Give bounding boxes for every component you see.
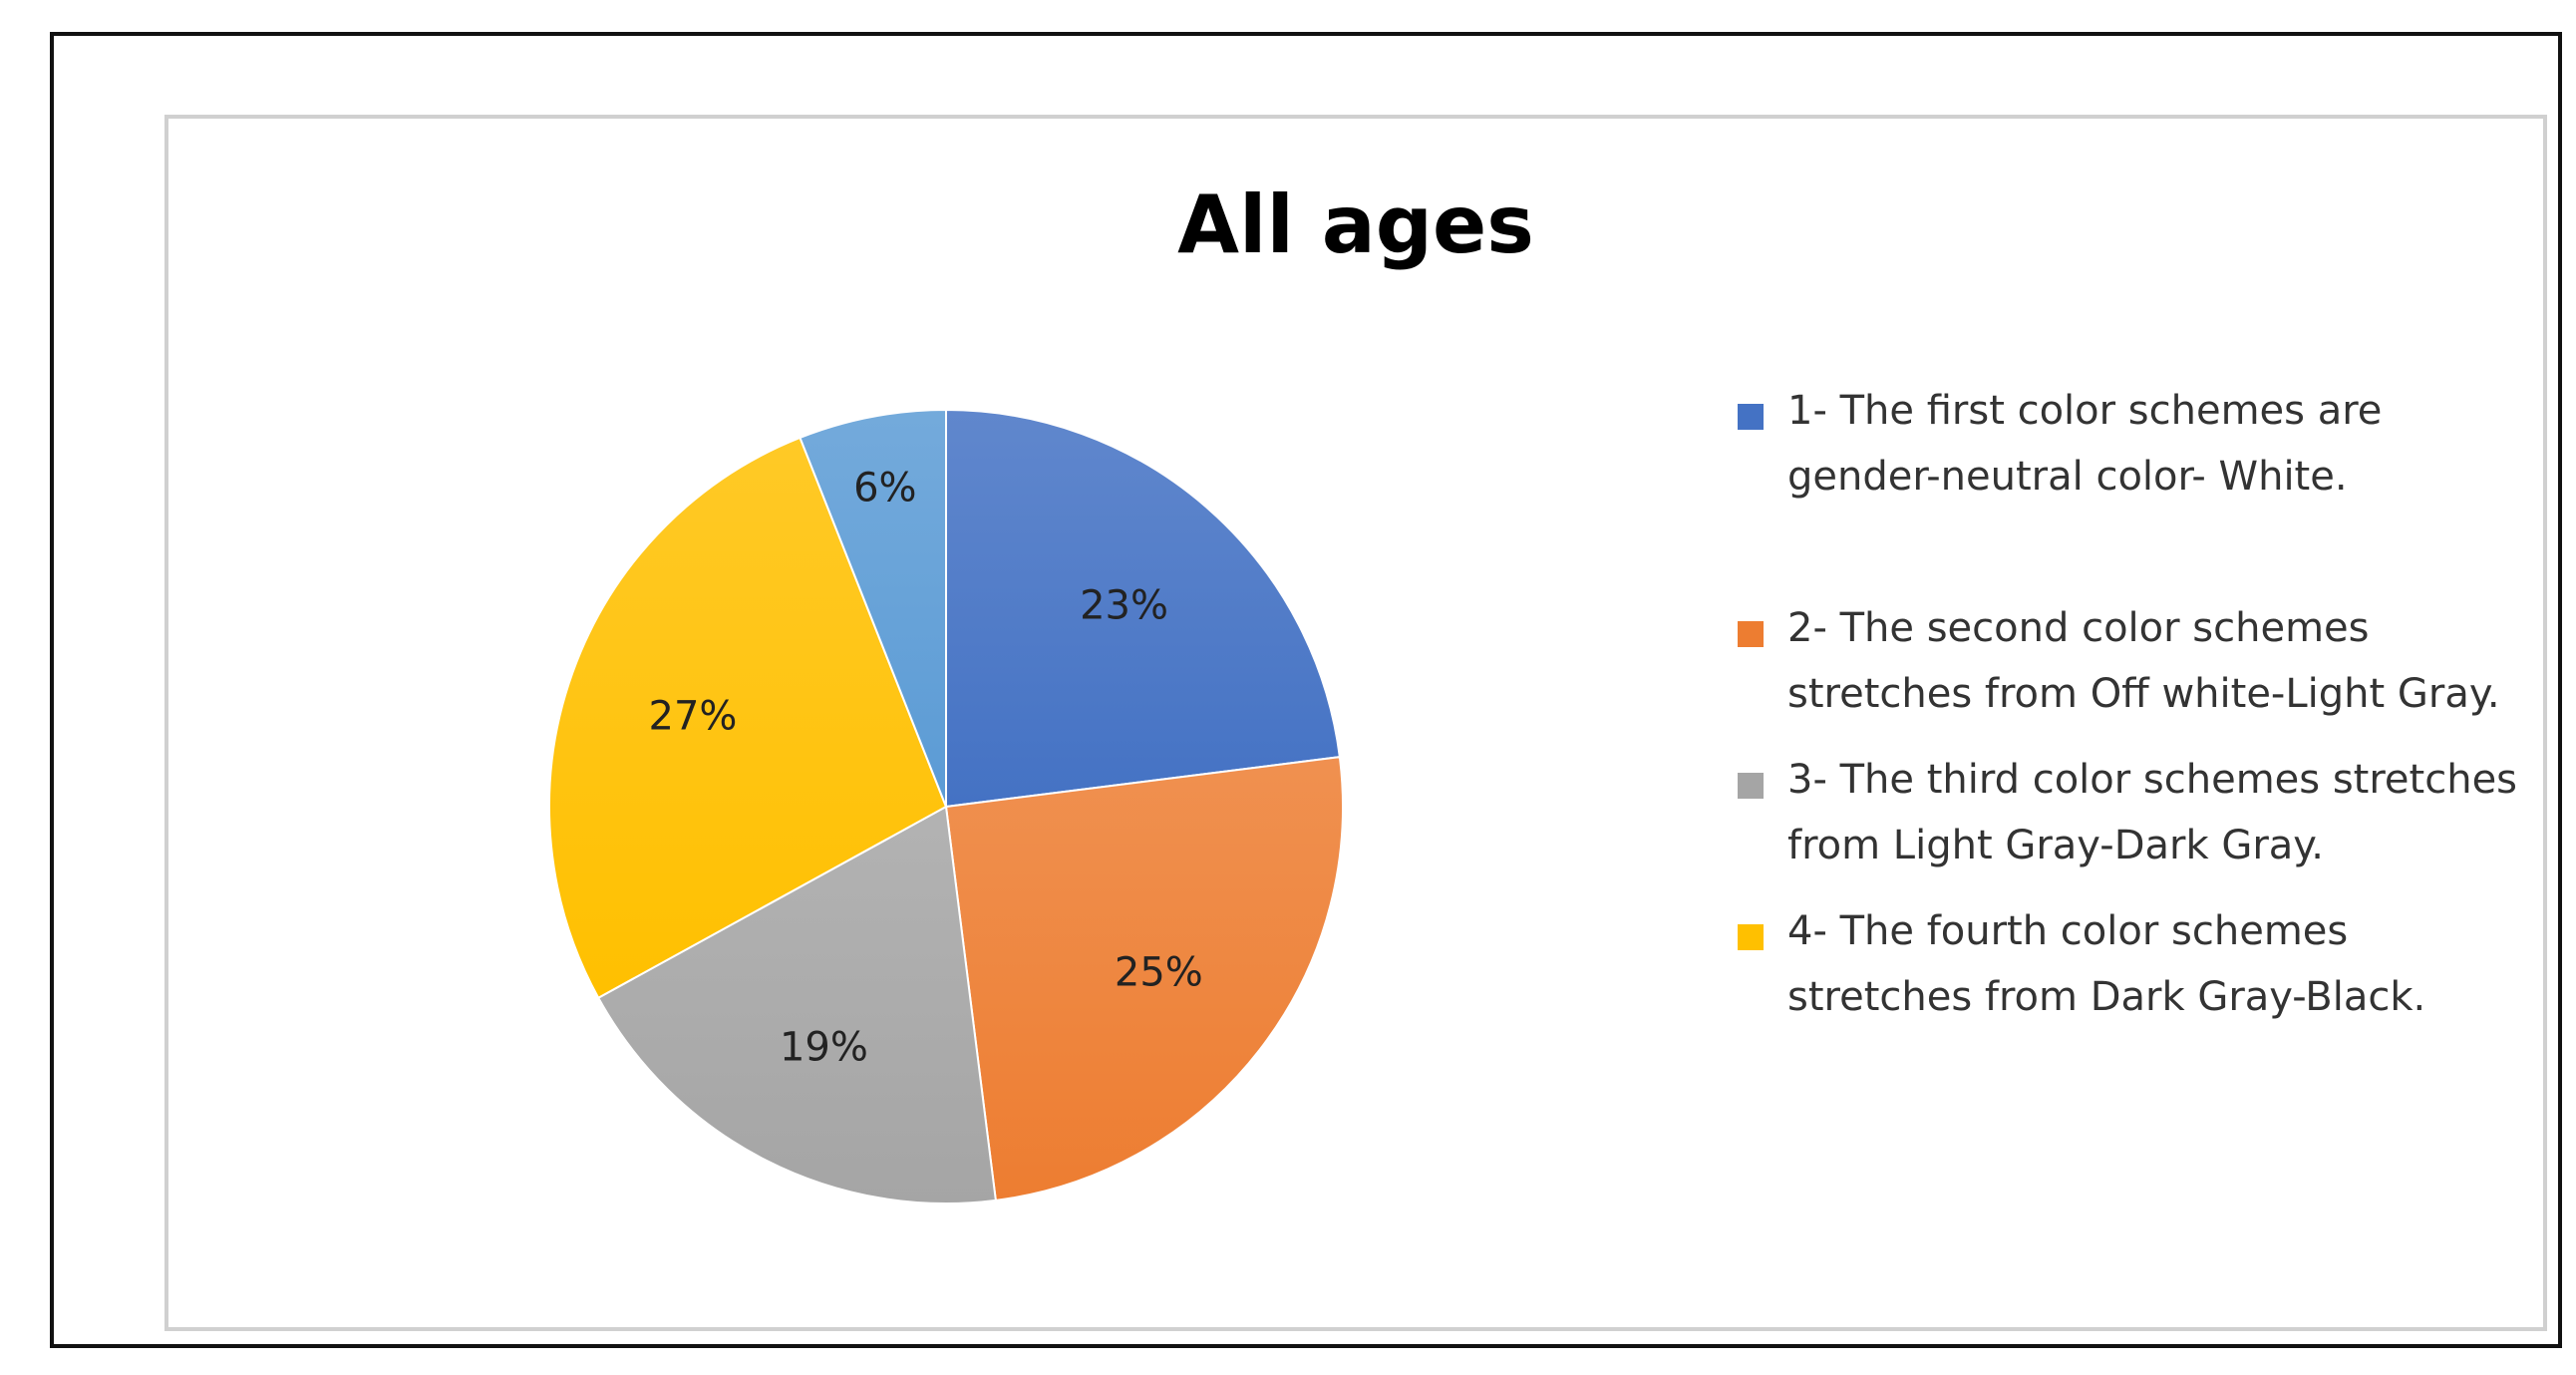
chart-title: All ages: [1177, 178, 1534, 271]
pie-slice-4: [548, 436, 948, 1000]
slice-label-5: 6%: [853, 465, 916, 511]
legend-item-1: 1- The first color schemes are gender-ne…: [1738, 378, 2535, 510]
chart-area: All ages 23% 25% 19% 27% 6% 1- The first col…: [164, 115, 2547, 1331]
legend: 1- The first color schemes are gender-ne…: [1738, 378, 2535, 1030]
pie-slice-5: [799, 408, 947, 808]
slice-label-4: 27%: [649, 694, 738, 740]
legend-label-1: 1- The first color schemes are gender-ne…: [1787, 388, 2383, 500]
slice-label-2: 25%: [1115, 949, 1203, 995]
pie-slice-3: [596, 805, 998, 1204]
pie-slice-1: [945, 408, 1341, 809]
figure-frame: All ages 23% 25% 19% 27% 6% 1- The first col…: [50, 32, 2562, 1348]
legend-item-4: 4- The fourth color schemes stretches fr…: [1738, 898, 2535, 1030]
legend-swatch-2: [1738, 621, 1764, 647]
legend-label-3: 3- The third color schemes stretches fro…: [1787, 757, 2518, 868]
pie-slice-2: [944, 755, 1344, 1202]
pie-chart: 23% 25% 19% 27% 6%: [548, 408, 1344, 1204]
legend-item-2: 2- The second color schemes stretches fr…: [1738, 595, 2535, 727]
slice-label-1: 23%: [1080, 582, 1168, 628]
legend-swatch-4: [1738, 924, 1764, 950]
legend-item-3: 3- The third color schemes stretches fro…: [1738, 747, 2535, 878]
slice-label-3: 19%: [780, 1025, 868, 1071]
legend-swatch-1: [1738, 404, 1764, 430]
legend-label-4: 4- The fourth color schemes stretches fr…: [1787, 908, 2426, 1020]
legend-swatch-3: [1738, 773, 1764, 799]
legend-label-2: 2- The second color schemes stretches fr…: [1787, 605, 2500, 717]
